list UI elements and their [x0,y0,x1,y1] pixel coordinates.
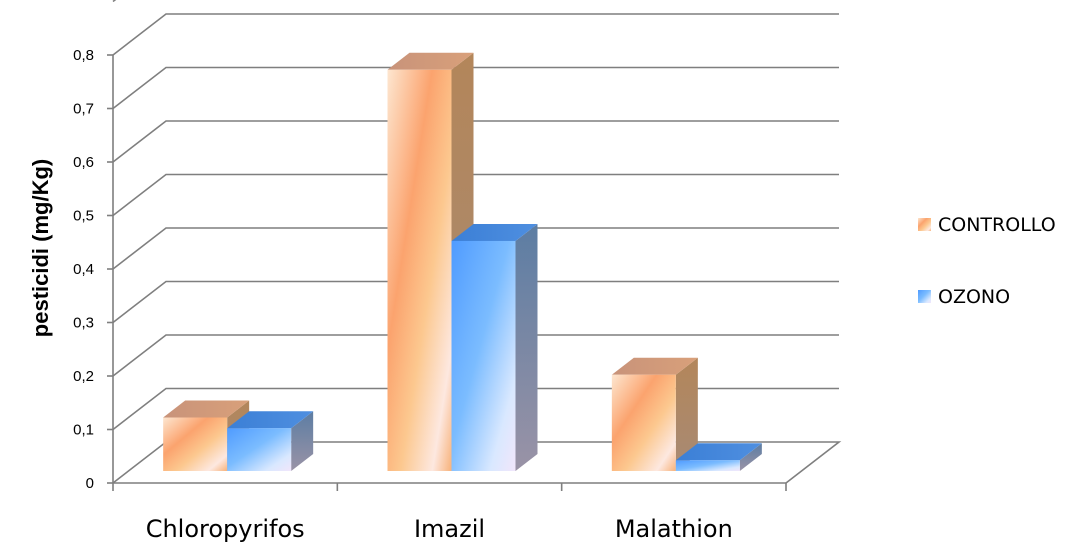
y-tick-label: 0,2 [73,368,94,385]
y-tick-label: 0,8 [73,47,94,64]
gridline [112,173,839,217]
legend: CONTROLLO OZONO [918,214,1056,308]
gridline [112,227,839,270]
legend-item-controllo: CONTROLLO [918,214,1056,236]
gridlines [112,0,842,484]
bar-ozono-chloropyrifos [227,411,314,471]
x-category-label: Imazil [414,515,485,543]
bar-top [163,400,250,418]
x-category-label: Chloropyrifos [146,515,305,543]
bar-front [227,428,292,471]
bar-side [515,223,538,471]
bar-top [451,223,538,241]
y-tick-labels: 0 0,1 0,2 0,3 0,4 0,5 0,6 0,7 0,8 [73,47,94,492]
y-tick-label: 0,1 [73,422,94,439]
bar-side [291,411,314,471]
bar-front [387,69,452,471]
y-axis-title: pesticidi (mg/Kg) [28,159,53,337]
bar-top [387,52,474,70]
axes [107,54,787,491]
legend-swatch [918,218,931,231]
gridline [112,13,839,56]
gridline [112,120,839,163]
bar-controllo-malathion [611,357,698,471]
bars [163,52,762,471]
bar-front [611,374,676,471]
y-tick-label: 0,4 [73,261,94,278]
legend-item-ozono: OZONO [918,286,1010,308]
bar-ozono-malathion [675,443,762,471]
category-labels: Chloropyrifos Imazil Malathion [146,515,733,543]
gridline-top [112,0,117,3]
y-tick-label: 0,7 [73,101,94,118]
legend-swatch [918,290,931,303]
bar-side [739,443,762,471]
gridline [112,66,839,110]
bar-front [675,460,740,471]
bar-ozono-imazil [451,223,538,471]
legend-label: OZONO [938,286,1010,308]
y-tick-label: 0 [86,475,94,492]
x-category-label: Malathion [615,515,733,543]
bar-side [675,357,698,471]
y-tick-label: 0,5 [73,208,94,225]
bar-top [611,357,698,375]
y-tick-label: 0,3 [73,315,94,332]
bar-top [675,443,762,461]
bar-top [227,411,314,429]
bar-front [451,240,516,471]
bar-front [163,417,228,471]
y-tick-label: 0,6 [73,154,94,171]
gridline [112,334,839,377]
gridline [112,280,839,324]
legend-label: CONTROLLO [938,214,1056,236]
